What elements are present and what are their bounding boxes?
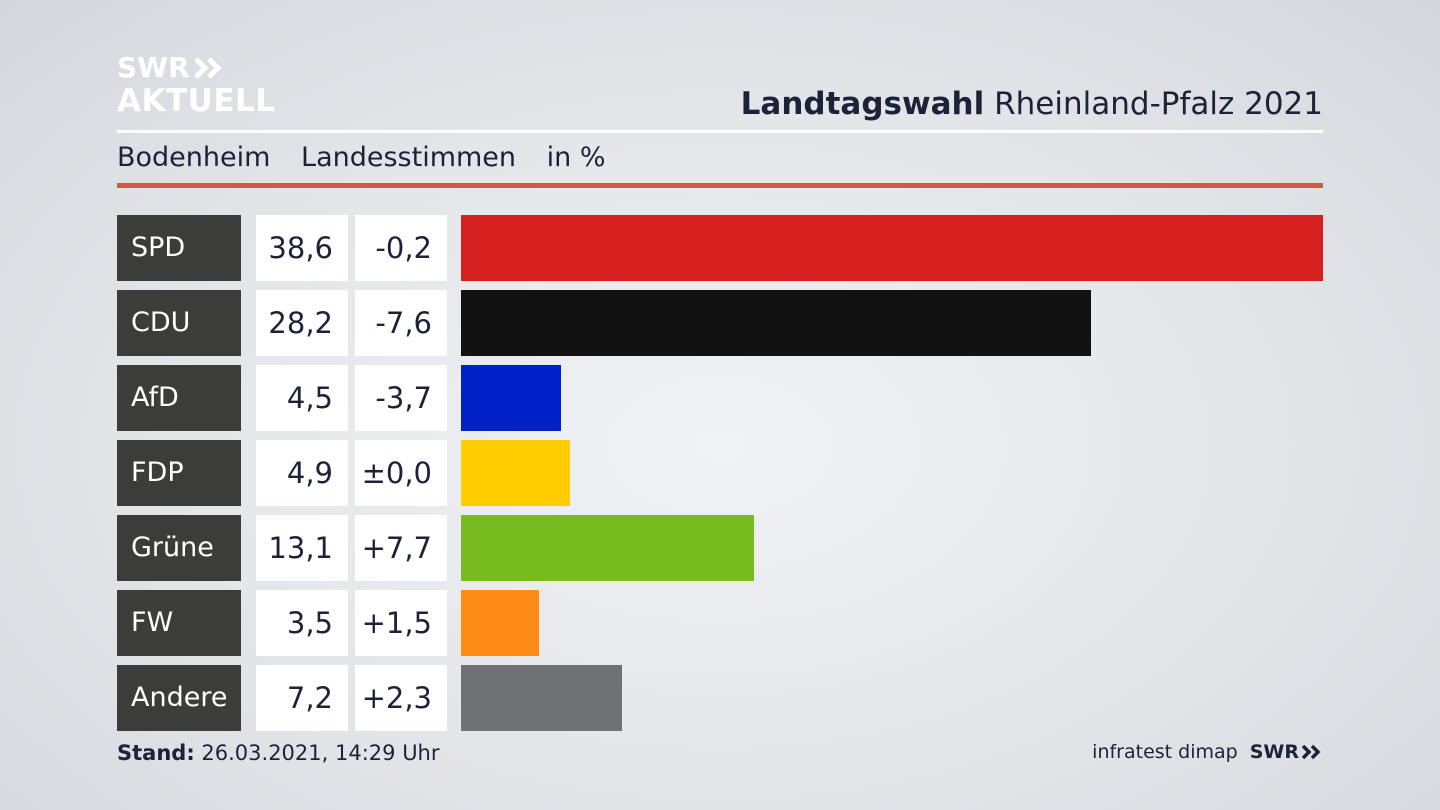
bar-row-afd: AfD 4,5 -3,7: [117, 365, 1323, 431]
value-label: 13,1: [256, 515, 348, 581]
value-label: 38,6: [256, 215, 348, 281]
title-bold: Landtagswahl: [740, 86, 985, 122]
subtitle: Bodenheim Landesstimmen in %: [117, 142, 627, 173]
party-label: Grüne: [117, 515, 241, 581]
subtitle-unit: in %: [546, 142, 606, 173]
bar: [461, 440, 570, 506]
bar: [461, 215, 1323, 281]
source-credit: infratest dimap SWR: [1092, 741, 1323, 763]
party-label: AfD: [117, 365, 241, 431]
stand-value: 26.03.2021, 14:29 Uhr: [201, 741, 440, 765]
page-title: Landtagswahl Rheinland-Pfalz 2021: [741, 86, 1323, 122]
bar-row-fdp: FDP 4,9 ±0,0: [117, 440, 1323, 506]
stand-label: Stand:: [117, 741, 195, 765]
bar-row-spd: SPD 38,6 -0,2: [117, 215, 1323, 281]
logo-swr-text: SWR: [117, 51, 190, 84]
subtitle-place: Bodenheim: [117, 142, 271, 173]
bar-row-cdu: CDU 28,2 -7,6: [117, 290, 1323, 356]
party-label: FW: [117, 590, 241, 656]
party-label: FDP: [117, 440, 241, 506]
footer-brand-text: SWR: [1249, 741, 1299, 763]
party-label: CDU: [117, 290, 241, 356]
logo-aktuell-text: AKTUELL: [117, 83, 276, 119]
change-label: +7,7: [355, 515, 447, 581]
value-label: 4,5: [256, 365, 348, 431]
change-label: -0,2: [355, 215, 447, 281]
change-label: -3,7: [355, 365, 447, 431]
title-rest: Rheinland-Pfalz 2021: [994, 86, 1323, 122]
swr-aktuell-logo: SWR AKTUELL: [117, 54, 276, 117]
subtitle-divider: [117, 183, 1323, 188]
bar: [461, 515, 754, 581]
bar-row-andere: Andere 7,2 +2,3: [117, 665, 1323, 731]
value-label: 4,9: [256, 440, 348, 506]
change-label: -7,6: [355, 290, 447, 356]
bar-row-fw: FW 3,5 +1,5: [117, 590, 1323, 656]
source-text: infratest dimap: [1092, 741, 1238, 763]
change-label: +1,5: [355, 590, 447, 656]
bar: [461, 590, 539, 656]
change-label: +2,3: [355, 665, 447, 731]
party-label: SPD: [117, 215, 241, 281]
bar: [461, 290, 1091, 356]
value-label: 28,2: [256, 290, 348, 356]
value-label: 3,5: [256, 590, 348, 656]
value-label: 7,2: [256, 665, 348, 731]
logo-chevrons-icon: [193, 57, 224, 79]
timestamp: Stand: 26.03.2021, 14:29 Uhr: [117, 741, 440, 765]
bar-row-grüne: Grüne 13,1 +7,7: [117, 515, 1323, 581]
header-divider: [117, 130, 1323, 133]
party-label: Andere: [117, 665, 241, 731]
footer-swr-logo: SWR: [1250, 741, 1323, 763]
bar: [461, 365, 561, 431]
bar: [461, 665, 622, 731]
change-label: ±0,0: [355, 440, 447, 506]
subtitle-vote-type: Landesstimmen: [301, 142, 517, 173]
